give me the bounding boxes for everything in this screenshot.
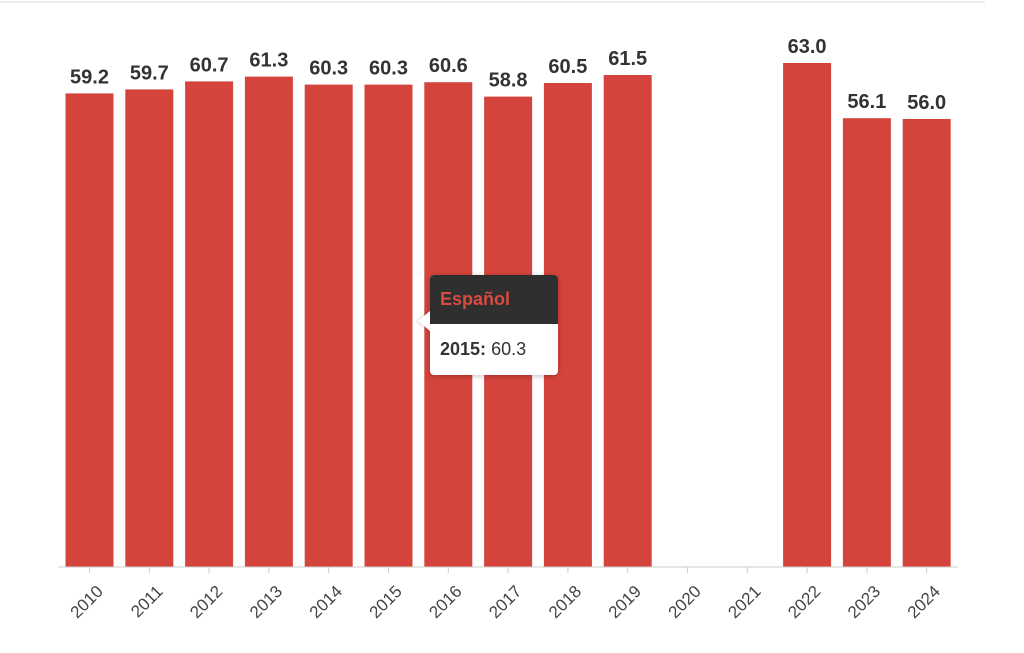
x-tick-label-2014: 2014 — [306, 582, 346, 622]
bar-2012[interactable] — [185, 81, 234, 568]
bar-2014[interactable] — [304, 84, 353, 567]
x-tick-label-2016: 2016 — [425, 582, 465, 622]
x-tick-label-2015: 2015 — [366, 582, 406, 622]
tooltip: Español 2015: 60.3 — [418, 275, 558, 375]
value-label-2010: 59.2 — [70, 66, 109, 88]
x-tick-label-2017: 2017 — [485, 582, 525, 622]
value-label-2019: 61.5 — [608, 48, 647, 70]
value-label-2024: 56.0 — [907, 92, 946, 114]
bar-2022[interactable] — [783, 63, 832, 567]
bar-2011[interactable] — [125, 89, 174, 568]
value-labels-group: 59.2 59.7 60.7 61.3 60.3 60.3 60.6 58.8 60.5 61.5… — [70, 36, 946, 114]
x-tick-label-2022: 2022 — [784, 582, 824, 622]
value-label-2018: 60.5 — [548, 56, 587, 78]
value-label-2023: 56.1 — [847, 91, 886, 113]
x-tick-label-2018: 2018 — [545, 582, 585, 622]
x-tick-label-2011: 2011 — [127, 582, 166, 621]
x-ticks-group: 2010 2011 2012 2013 2014 2015 2016 2017 2018 2019… — [67, 567, 944, 622]
value-label-2011: 59.7 — [130, 62, 169, 84]
value-label-2015: 60.3 — [369, 58, 408, 80]
x-tick-label-2013: 2013 — [246, 582, 286, 622]
x-tick-label-2024: 2024 — [904, 582, 944, 622]
bar-2023[interactable] — [842, 118, 891, 567]
tooltip-category: 2015: — [440, 339, 487, 359]
x-tick-label-2019: 2019 — [605, 582, 645, 622]
tooltip-arrow — [418, 311, 430, 331]
tooltip-value: 60.3 — [491, 339, 527, 359]
x-tick-label-2010: 2010 — [67, 582, 107, 622]
value-label-2014: 60.3 — [309, 58, 348, 80]
bar-2015[interactable] — [364, 84, 413, 567]
x-tick-label-2012: 2012 — [186, 582, 226, 622]
bar-2010[interactable] — [65, 93, 114, 568]
value-label-2012: 60.7 — [190, 54, 229, 76]
bar-2024[interactable] — [902, 119, 951, 567]
value-label-2017: 58.8 — [489, 70, 528, 92]
value-label-2013: 61.3 — [249, 50, 288, 72]
bar-2019[interactable] — [603, 75, 652, 567]
value-label-2016: 60.6 — [429, 55, 468, 77]
x-tick-label-2023: 2023 — [844, 582, 884, 622]
x-tick-label-2020: 2020 — [665, 582, 705, 622]
bar-2013[interactable] — [244, 76, 293, 567]
x-tick-label-2021: 2021 — [724, 582, 764, 622]
tooltip-body: 2015: 60.3 — [430, 324, 558, 375]
value-label-2022: 63.0 — [788, 36, 827, 58]
tooltip-series-name: Español — [430, 275, 558, 324]
